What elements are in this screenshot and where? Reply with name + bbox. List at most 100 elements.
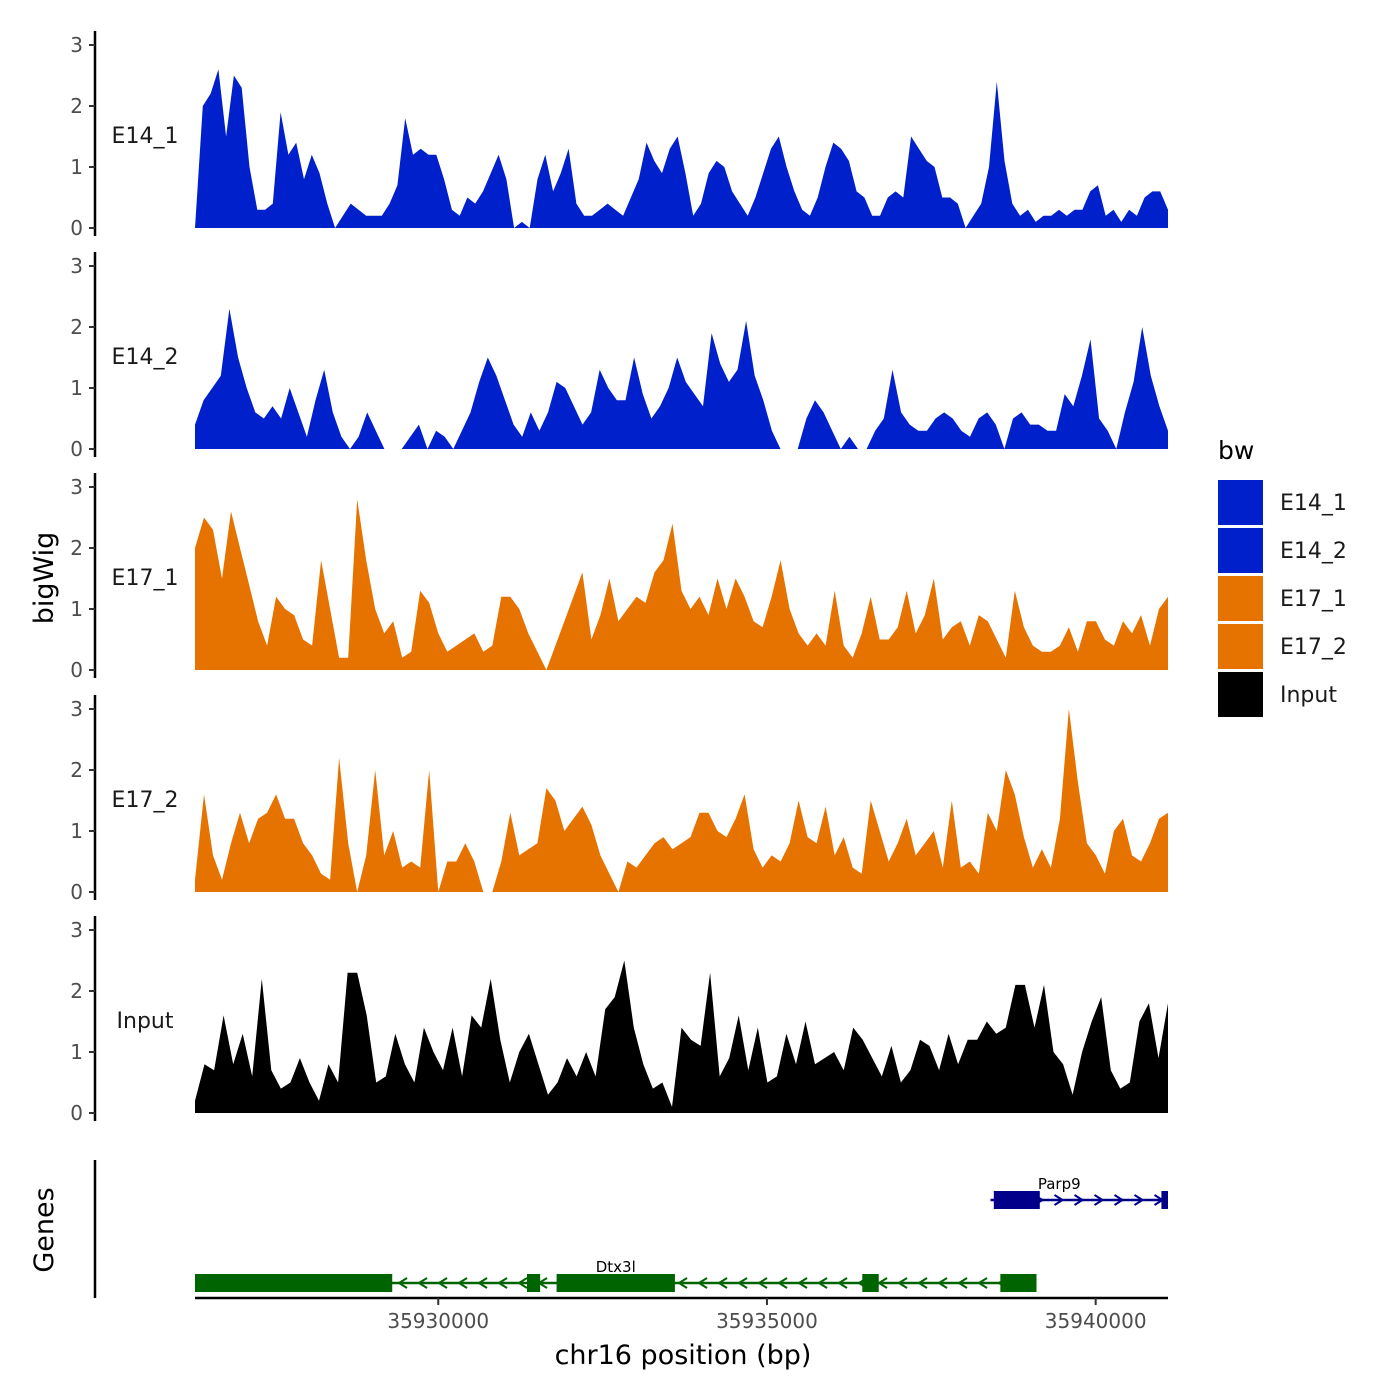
strand-chevron (1113, 1194, 1125, 1206)
strand-chevron (957, 1277, 968, 1289)
track-panels: 0 1 2 3 E14_1 0 1 2 3 E14_2 0 1 2 3 E17_1 0 1 2 3 E17_2 0 1 2 3… (70, 31, 1168, 1125)
gene-annotation-track: Parp9 Dtx3l (93, 1160, 1168, 1298)
legend-label: E17_1 (1280, 587, 1347, 612)
y-tick-label: 2 (70, 315, 83, 339)
gene-label: Parp9 (1038, 1175, 1081, 1193)
track-label-E14_1: E14_1 (112, 124, 179, 149)
strand-chevron (937, 1277, 948, 1289)
track-label-E17_2: E17_2 (112, 788, 179, 813)
strand-chevron (977, 1277, 988, 1289)
y-tick-label: 3 (70, 475, 83, 499)
strand-chevron (777, 1277, 788, 1289)
y-tick-label: 3 (70, 254, 83, 278)
legend-label: E14_2 (1280, 539, 1347, 564)
legend-entry-E17_2: E17_2 (1218, 624, 1347, 669)
y-tick-label: 2 (70, 758, 83, 782)
legend-swatch (1218, 480, 1263, 525)
legend-swatch (1218, 624, 1263, 669)
legend-entry-Input: Input (1218, 672, 1337, 717)
gene-exon (862, 1274, 879, 1292)
y-tick-label: 1 (70, 597, 83, 621)
strand-chevron (497, 1277, 508, 1289)
track-label-Input: Input (117, 1009, 174, 1034)
gene-exon (993, 1191, 1040, 1209)
gene-exon (1000, 1274, 1037, 1292)
track-label-E14_2: E14_2 (112, 345, 179, 370)
strand-chevron (717, 1277, 728, 1289)
strand-chevron (897, 1277, 908, 1289)
y-tick-label: 0 (70, 216, 83, 240)
legend-label: E17_2 (1280, 635, 1347, 660)
x-tick-label: 35940000 (1045, 1309, 1147, 1333)
strand-chevron (1073, 1194, 1085, 1206)
signal-area-Input (195, 960, 1168, 1113)
track-panel-E17_2: 0 1 2 3 E17_2 (70, 695, 1168, 904)
legend-swatch (1218, 576, 1263, 621)
strand-chevron (737, 1277, 748, 1289)
gene-Dtx3l: Dtx3l (195, 1258, 1037, 1292)
signal-area-E14_2 (195, 308, 1168, 449)
y-tick-label: 1 (70, 819, 83, 843)
y-tick-label: 1 (70, 1040, 83, 1064)
x-axis-title: chr16 position (bp) (555, 1340, 812, 1371)
y-tick-label: 3 (70, 918, 83, 942)
gene-exon (195, 1274, 393, 1292)
legend: bw E14_1 E14_2 E17_1 E17_2 Input (1218, 436, 1347, 717)
strand-chevron (817, 1277, 828, 1289)
strand-chevron (417, 1277, 428, 1289)
y-tick-label: 1 (70, 376, 83, 400)
legend-title: bw (1218, 436, 1254, 465)
track-label-E17_1: E17_1 (112, 566, 179, 591)
track-panel-Input: 0 1 2 3 Input (70, 916, 1168, 1125)
x-tick-label: 35930000 (387, 1309, 489, 1333)
y-tick-label: 0 (70, 658, 83, 682)
strand-chevron (757, 1277, 768, 1289)
signal-area-E17_2 (195, 709, 1168, 892)
legend-label: Input (1280, 683, 1337, 708)
strand-chevron (697, 1277, 708, 1289)
gene-exon (527, 1274, 541, 1292)
legend-entry-E14_1: E14_1 (1218, 480, 1347, 525)
strand-chevron (677, 1277, 688, 1289)
y-tick-label: 2 (70, 536, 83, 560)
y-tick-label: 0 (70, 437, 83, 461)
x-tick-label: 35935000 (716, 1309, 818, 1333)
strand-chevron (457, 1277, 468, 1289)
strand-chevron (477, 1277, 488, 1289)
y-tick-label: 2 (70, 979, 83, 1003)
strand-chevron (1093, 1194, 1105, 1206)
strand-chevron (917, 1277, 928, 1289)
legend-swatch (1218, 672, 1263, 717)
y-tick-label: 3 (70, 33, 83, 57)
strand-chevron (797, 1277, 808, 1289)
track-panel-E14_2: 0 1 2 3 E14_2 (70, 252, 1168, 461)
track-panel-E14_1: 0 1 2 3 E14_1 (70, 31, 1168, 240)
gene-exon (556, 1274, 675, 1292)
strand-chevron (1053, 1194, 1065, 1206)
gene-label: Dtx3l (596, 1258, 636, 1276)
track-panel-E17_1: 0 1 2 3 E17_1 (70, 473, 1168, 682)
y-tick-label: 0 (70, 880, 83, 904)
legend-label: E14_1 (1280, 491, 1347, 516)
strand-chevron (437, 1277, 448, 1289)
gene-exon (1161, 1191, 1168, 1209)
legend-swatch (1218, 528, 1263, 573)
x-axis: 35930000 35935000 35940000 (195, 1296, 1168, 1333)
y-axis-title: bigWig (29, 532, 60, 625)
strand-chevron (1133, 1194, 1145, 1206)
y-tick-label: 0 (70, 1101, 83, 1125)
genes-axis-title: Genes (29, 1187, 60, 1272)
legend-entry-E14_2: E14_2 (1218, 528, 1347, 573)
strand-chevron (837, 1277, 848, 1289)
signal-area-E14_1 (195, 69, 1168, 229)
strand-chevron (877, 1277, 888, 1289)
gene-Parp9: Parp9 (990, 1175, 1168, 1209)
legend-entry-E17_1: E17_1 (1218, 576, 1347, 621)
signal-area-E17_1 (195, 499, 1168, 670)
strand-chevron (517, 1277, 528, 1289)
y-tick-label: 2 (70, 94, 83, 118)
y-tick-label: 1 (70, 155, 83, 179)
y-tick-label: 3 (70, 697, 83, 721)
strand-chevron (397, 1277, 408, 1289)
